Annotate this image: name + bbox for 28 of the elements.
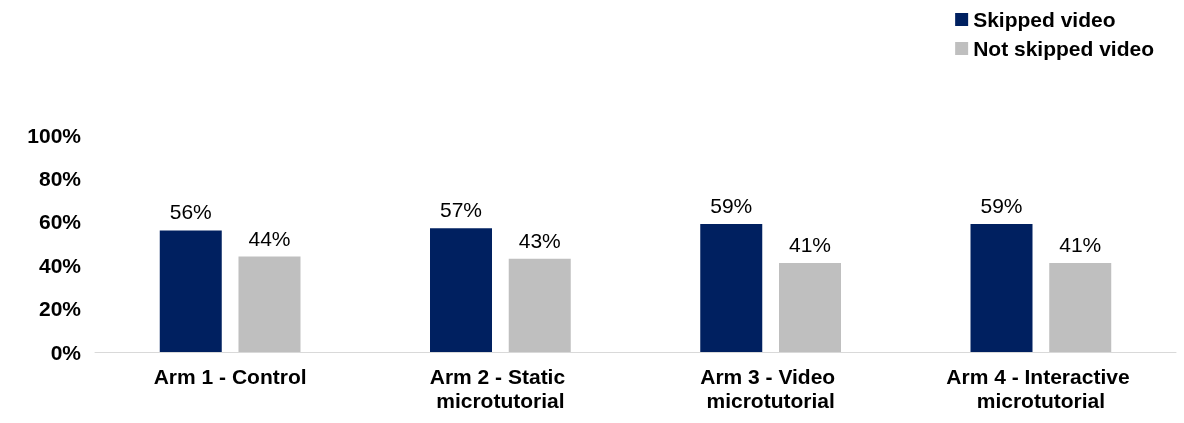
y-tick-label: 100% xyxy=(27,123,82,147)
x-tick-label: Arm 4 - Interactive microtutorial xyxy=(946,364,1136,412)
y-tick-label: 20% xyxy=(38,297,82,321)
y-tick-label: 80% xyxy=(38,166,82,190)
data-label: 56% xyxy=(169,200,212,224)
data-label: 41% xyxy=(788,233,832,257)
data-label: 44% xyxy=(248,226,291,250)
bar xyxy=(1049,263,1112,352)
data-label: 59% xyxy=(710,193,753,217)
data-label: 43% xyxy=(518,228,561,252)
legend-label: Skipped video xyxy=(973,8,1116,31)
bar xyxy=(508,258,571,352)
data-label: 59% xyxy=(980,193,1023,217)
x-tick-label: Arm 1 - Control xyxy=(153,364,307,388)
bar xyxy=(970,223,1033,352)
legend-label: Not skipped video xyxy=(973,37,1154,60)
data-label: 57% xyxy=(439,198,483,222)
y-tick-label: 60% xyxy=(38,210,82,234)
bar xyxy=(238,256,301,352)
data-label: 41% xyxy=(1059,233,1102,257)
bar xyxy=(430,228,493,352)
y-tick-label: 0% xyxy=(50,340,82,364)
x-tick-label: Arm 2 - Static microtutorial xyxy=(429,364,571,412)
bar xyxy=(159,230,222,352)
y-tick-label: 40% xyxy=(38,253,82,277)
x-tick-label: Arm 3 - Video microtutorial xyxy=(700,364,842,412)
bar xyxy=(700,223,763,352)
bar xyxy=(779,263,841,352)
